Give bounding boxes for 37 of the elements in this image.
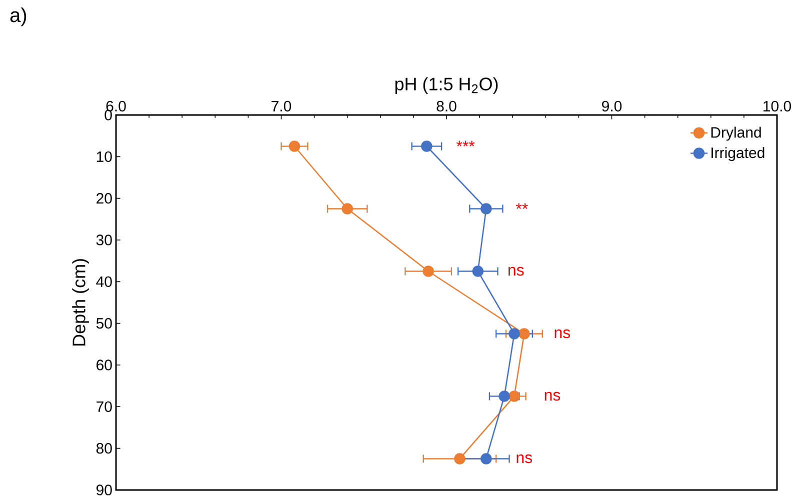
y-tick-label: 30 bbox=[96, 234, 112, 246]
text: a) bbox=[10, 8, 26, 26]
y-tick-label: 50 bbox=[96, 318, 112, 329]
x-tick-label: 6.0 bbox=[106, 100, 126, 112]
x-tick-label: 7.0 bbox=[272, 100, 292, 112]
point bbox=[472, 266, 484, 277]
point bbox=[480, 453, 492, 464]
y-tick-label: 80 bbox=[96, 443, 112, 454]
point bbox=[422, 266, 434, 277]
point bbox=[518, 328, 530, 340]
legend-label: Irrigated bbox=[712, 147, 764, 162]
x-axis-title: pH (1:5 H$_{2}$O) bbox=[395, 77, 498, 94]
x-tick-label: 8.0 bbox=[436, 100, 456, 112]
point bbox=[454, 453, 466, 464]
y-tick-label: 70 bbox=[96, 401, 112, 412]
annotation: ** bbox=[516, 203, 528, 209]
annotation: ns bbox=[516, 454, 532, 464]
annotation: *** bbox=[456, 140, 475, 146]
x-tick-label: 9.0 bbox=[602, 100, 622, 112]
point bbox=[508, 328, 520, 340]
annotation: ns bbox=[544, 392, 560, 401]
x-tick-label: 10.0 bbox=[764, 100, 791, 112]
y-tick-label: 20 bbox=[96, 193, 112, 204]
y-tick-label: 90 bbox=[96, 484, 112, 496]
point bbox=[508, 390, 520, 402]
point bbox=[288, 140, 300, 152]
point bbox=[342, 203, 354, 214]
annotation: ns bbox=[554, 329, 570, 338]
y-tick-label: 40 bbox=[96, 276, 112, 287]
y-tick-label: 60 bbox=[96, 360, 112, 370]
point bbox=[498, 390, 510, 402]
y-axis-title: Depth (cm) bbox=[72, 259, 89, 346]
y-tick-label: 10 bbox=[96, 151, 112, 162]
annotation: ns bbox=[508, 266, 524, 276]
point bbox=[421, 140, 432, 152]
point bbox=[480, 203, 492, 214]
legend-label: Dryland bbox=[711, 126, 761, 141]
